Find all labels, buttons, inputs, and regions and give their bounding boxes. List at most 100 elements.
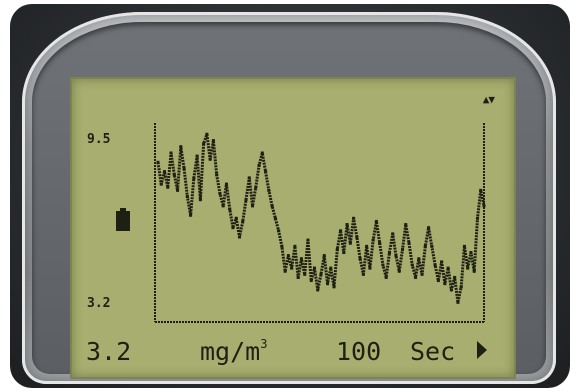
data-point <box>329 267 332 270</box>
data-point <box>362 273 365 276</box>
data-point <box>359 257 362 260</box>
data-point <box>417 257 420 260</box>
trend-chart <box>154 119 490 323</box>
unit-label: mg/m3 <box>200 337 267 366</box>
data-point <box>274 217 277 220</box>
data-point <box>408 242 411 245</box>
y-axis-max-label: 9.5 <box>87 132 110 147</box>
unit-text: mg/m <box>200 337 260 366</box>
data-point <box>336 248 339 251</box>
data-point <box>186 195 189 198</box>
data-point <box>297 276 300 279</box>
time-window-unit: Sec <box>410 337 455 366</box>
data-point <box>310 279 313 282</box>
data-point <box>385 276 388 279</box>
data-point <box>228 208 231 211</box>
data-point <box>394 254 397 257</box>
data-point <box>179 145 182 148</box>
data-point <box>277 229 280 232</box>
data-point <box>300 257 303 260</box>
data-point <box>333 285 336 288</box>
data-point <box>349 242 352 245</box>
data-point <box>202 142 205 145</box>
data-point <box>196 155 199 158</box>
data-point <box>215 173 218 176</box>
data-point <box>440 260 443 263</box>
data-point <box>235 217 238 220</box>
data-point <box>199 198 202 201</box>
data-point <box>368 267 371 270</box>
time-window-value: 100 <box>336 337 381 366</box>
data-point <box>218 192 221 195</box>
y-axis-min-label: 3.2 <box>87 296 110 311</box>
series-layer <box>157 133 486 304</box>
series-line <box>158 134 484 302</box>
data-point <box>251 204 254 207</box>
data-point <box>372 239 375 242</box>
data-point <box>170 152 173 155</box>
data-point <box>254 186 257 189</box>
data-point <box>264 170 267 173</box>
data-point <box>414 276 417 279</box>
data-point <box>189 214 192 217</box>
data-point <box>404 223 407 226</box>
data-point <box>479 189 482 192</box>
data-point <box>209 158 212 161</box>
data-point <box>401 248 404 251</box>
data-point <box>183 167 186 170</box>
data-point <box>157 161 160 164</box>
data-point <box>284 270 287 273</box>
data-point <box>375 220 378 223</box>
data-point <box>460 285 463 288</box>
data-point <box>271 204 274 207</box>
data-point <box>430 245 433 248</box>
data-point <box>205 133 208 136</box>
unit-exponent: 3 <box>260 337 267 351</box>
data-point <box>176 189 179 192</box>
data-point <box>453 276 456 279</box>
lcd-screen: 9.5 3.2 ▲▼ 3.2 mg/m3 100 Sec <box>70 77 516 379</box>
data-point <box>466 267 469 270</box>
data-point <box>280 245 283 248</box>
data-point <box>421 273 424 276</box>
arrow-right-icon[interactable] <box>477 341 487 359</box>
data-point <box>245 198 248 201</box>
data-point <box>342 251 345 254</box>
current-reading: 3.2 <box>86 337 131 366</box>
data-point <box>231 226 234 229</box>
data-point <box>258 164 261 167</box>
data-point <box>248 176 251 179</box>
data-point <box>261 152 264 155</box>
data-point <box>469 251 472 254</box>
data-point <box>320 273 323 276</box>
data-point <box>398 270 401 273</box>
data-point <box>306 239 309 242</box>
data-point <box>313 267 316 270</box>
data-point <box>326 282 329 285</box>
data-point <box>424 245 427 248</box>
data-point <box>225 183 228 186</box>
data-point <box>287 254 290 257</box>
data-point <box>222 204 225 207</box>
data-point <box>192 176 195 179</box>
data-point <box>160 183 163 186</box>
data-point <box>381 264 384 267</box>
data-point <box>483 204 486 207</box>
data-point <box>388 251 391 254</box>
data-point <box>166 186 169 189</box>
data-point <box>365 245 368 248</box>
data-point <box>450 288 453 291</box>
battery-icon <box>116 211 130 231</box>
data-point <box>434 264 437 267</box>
data-point <box>212 139 215 142</box>
data-point <box>437 279 440 282</box>
data-point <box>378 242 381 245</box>
data-point <box>456 301 459 304</box>
data-point <box>473 270 476 273</box>
data-point <box>173 173 176 176</box>
data-point <box>290 267 293 270</box>
data-point <box>443 282 446 285</box>
data-point <box>346 223 349 226</box>
data-point <box>391 232 394 235</box>
data-point <box>463 245 466 248</box>
